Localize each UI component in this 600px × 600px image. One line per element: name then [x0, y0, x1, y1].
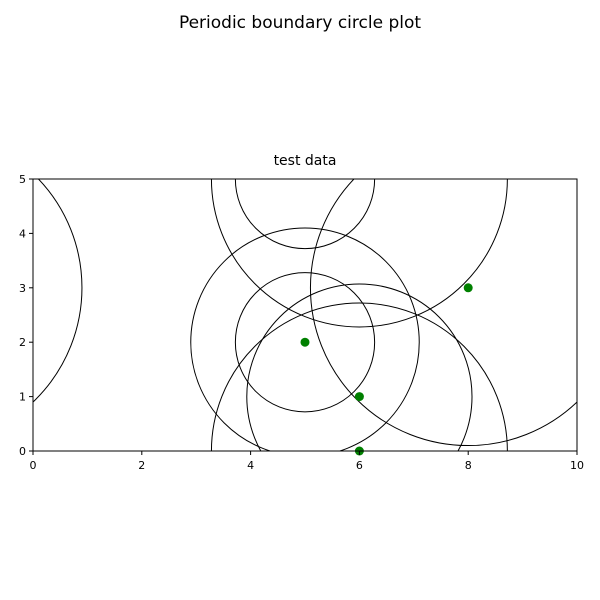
circle-6: [309, 179, 577, 447]
y-tick-label-0: 0: [19, 445, 26, 458]
y-tick-label-3: 3: [19, 282, 26, 295]
data-point-1: [354, 392, 364, 402]
circle-0: [234, 272, 376, 413]
circles-layer: [33, 179, 577, 451]
y-axis: 0 1 2 3 4 5: [19, 173, 33, 458]
x-tick-label-1: 2: [138, 459, 145, 472]
circle-7: [33, 179, 83, 403]
data-point-3: [463, 283, 473, 293]
y-tick-label-1: 1: [19, 391, 26, 404]
x-tick-label-4: 8: [465, 459, 472, 472]
circle-5: [234, 179, 376, 250]
circle-4: [210, 179, 508, 328]
y-tick-label-2: 2: [19, 336, 26, 349]
circle-2: [246, 283, 473, 451]
plot-frame: [32, 178, 578, 452]
points-layer: [300, 283, 473, 456]
x-axis: 0 2 4 6 8 10: [30, 451, 584, 472]
x-tick-label-5: 10: [570, 459, 584, 472]
circle-1: [190, 227, 420, 451]
y-tick-label-4: 4: [19, 227, 26, 240]
y-tick-label-5: 5: [19, 173, 26, 186]
x-tick-label-2: 4: [247, 459, 254, 472]
x-tick-label-3: 6: [356, 459, 363, 472]
x-tick-label-0: 0: [30, 459, 37, 472]
axes-title: test data: [274, 153, 337, 169]
data-point-0: [300, 337, 310, 347]
figure-title: Periodic boundary circle plot: [178, 13, 422, 33]
